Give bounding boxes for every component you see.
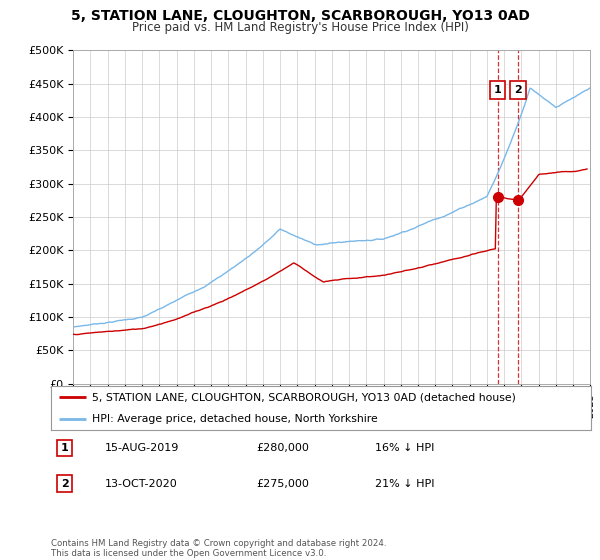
Text: £280,000: £280,000 bbox=[256, 443, 309, 453]
Text: Contains HM Land Registry data © Crown copyright and database right 2024.
This d: Contains HM Land Registry data © Crown c… bbox=[51, 539, 386, 558]
Text: 1: 1 bbox=[61, 443, 68, 453]
Text: 21% ↓ HPI: 21% ↓ HPI bbox=[375, 479, 434, 489]
Text: 1: 1 bbox=[494, 85, 502, 95]
Text: Price paid vs. HM Land Registry's House Price Index (HPI): Price paid vs. HM Land Registry's House … bbox=[131, 21, 469, 34]
Text: £275,000: £275,000 bbox=[256, 479, 309, 489]
Text: 2: 2 bbox=[61, 479, 68, 489]
Text: 13-OCT-2020: 13-OCT-2020 bbox=[105, 479, 178, 489]
Text: 5, STATION LANE, CLOUGHTON, SCARBOROUGH, YO13 0AD (detached house): 5, STATION LANE, CLOUGHTON, SCARBOROUGH,… bbox=[91, 393, 515, 402]
Text: 16% ↓ HPI: 16% ↓ HPI bbox=[375, 443, 434, 453]
Text: 15-AUG-2019: 15-AUG-2019 bbox=[105, 443, 179, 453]
Text: HPI: Average price, detached house, North Yorkshire: HPI: Average price, detached house, Nort… bbox=[91, 414, 377, 424]
Text: 5, STATION LANE, CLOUGHTON, SCARBOROUGH, YO13 0AD: 5, STATION LANE, CLOUGHTON, SCARBOROUGH,… bbox=[71, 9, 529, 23]
Text: 2: 2 bbox=[514, 85, 522, 95]
